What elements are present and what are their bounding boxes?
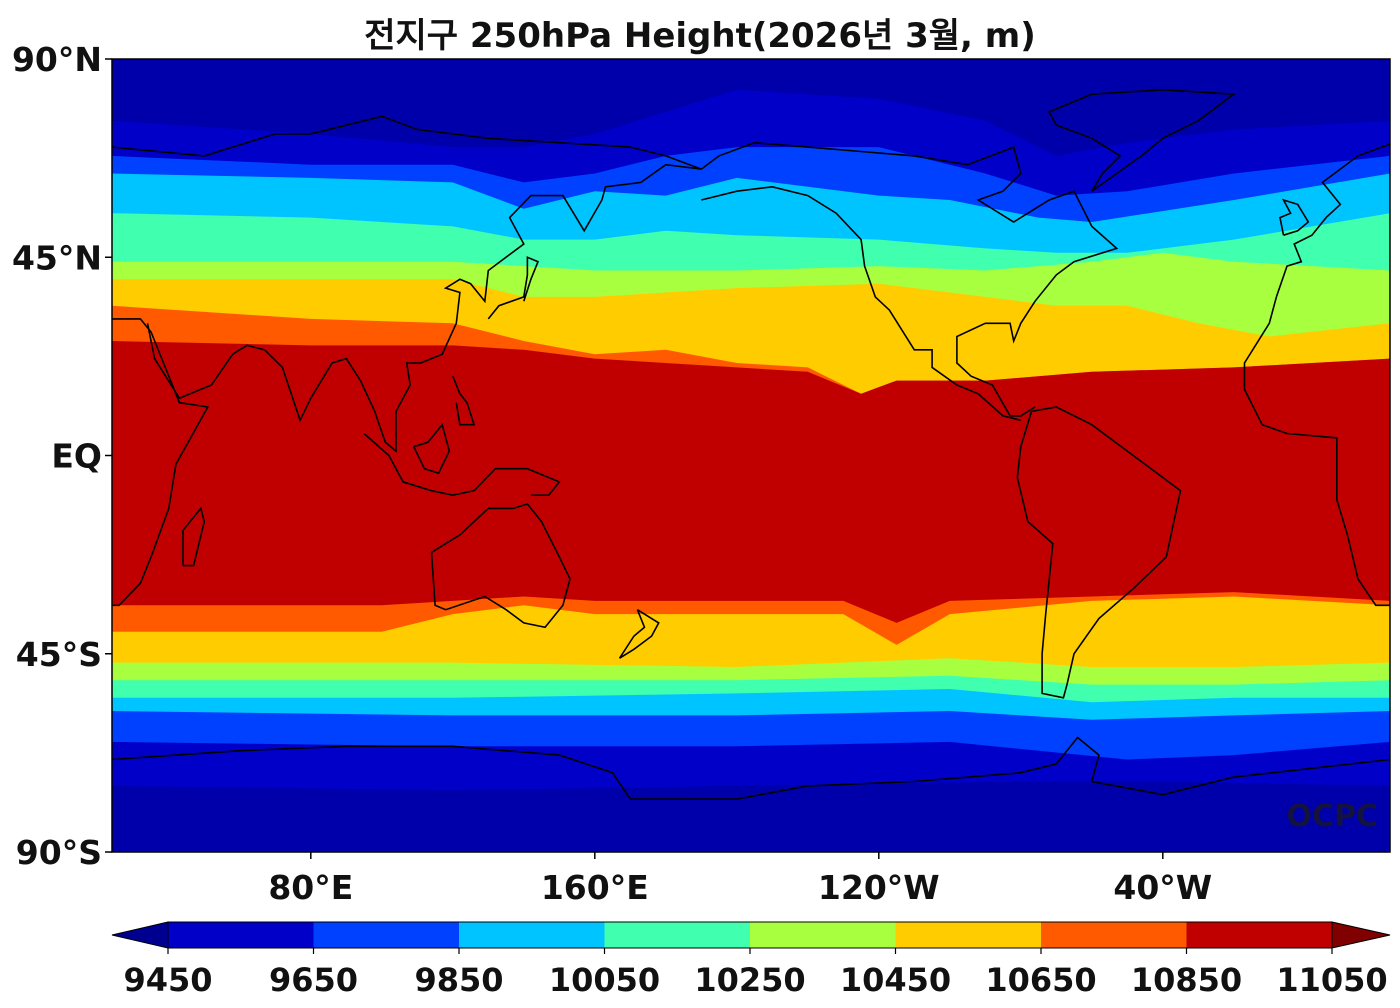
colorbar-segment <box>1041 922 1187 948</box>
coast-antarctica <box>112 736 1390 800</box>
contour-map <box>112 59 1390 852</box>
coast-north-america <box>700 141 1119 417</box>
lat-tick-label: 45°S <box>16 635 102 674</box>
coast-philippines <box>452 375 476 426</box>
coastlines <box>112 88 1390 800</box>
coast-madagascar <box>182 506 206 567</box>
colorbar-segment <box>459 922 605 948</box>
colorbar-label: 9650 <box>269 961 358 999</box>
coast-siberia <box>112 115 702 170</box>
lat-tick-label: EQ <box>51 437 102 476</box>
coast-indonesia <box>363 432 561 497</box>
colorbar-label: 10250 <box>694 961 805 999</box>
coast-south-america <box>1016 406 1182 699</box>
lon-tick-label: 80°E <box>268 868 353 907</box>
coast-north-america-west <box>701 185 1021 422</box>
lat-tick-label: 90°S <box>16 833 102 872</box>
coast-arabia-india <box>146 163 702 453</box>
colorbar-segment <box>604 922 750 948</box>
colorbar-label: 11050 <box>1276 961 1387 999</box>
colorbar-label: 9850 <box>414 961 503 999</box>
coast-australia <box>430 503 571 629</box>
ocpc-watermark: OCPC <box>1286 799 1378 834</box>
coast-uk <box>1279 198 1310 236</box>
colorbar-segment <box>168 922 314 948</box>
colorbar-over-arrow <box>1331 921 1391 949</box>
contour-band-11050 <box>112 341 1390 623</box>
lat-tick-label: 45°N <box>12 238 102 277</box>
colorbar-label: 10650 <box>985 961 1096 999</box>
lon-tick-label: 120°W <box>818 868 940 907</box>
coast-west-africa <box>1243 296 1390 607</box>
coast-borneo <box>413 422 451 475</box>
colorbar-label: 10450 <box>840 961 951 999</box>
colorbar-label: 10050 <box>549 961 660 999</box>
lat-tick-label: 90°N <box>12 40 102 79</box>
colorbar-segment <box>313 922 459 948</box>
colorbar-segment <box>895 922 1041 948</box>
colorbar-segment <box>750 922 896 948</box>
colorbar-under-arrow <box>111 921 169 949</box>
lon-tick-label: 160°E <box>541 868 649 907</box>
colorbar-label: 10850 <box>1131 961 1242 999</box>
coast-europe <box>1275 143 1390 298</box>
coast-newzealand <box>618 609 660 659</box>
colorbar: 9450 9650 9850 10050 10250 10450 10650 10850 110… <box>111 921 1391 999</box>
colorbar-segment <box>1186 922 1332 948</box>
colorbar-label: 9450 <box>123 961 212 999</box>
lon-tick-label: 40°W <box>1113 868 1212 907</box>
coast-africa-east <box>112 318 210 607</box>
coast-japan <box>487 256 540 320</box>
map-title: 전지구 250hPa Height(2026년 3월, m) <box>364 16 1036 56</box>
coast-greenland <box>1048 88 1237 192</box>
